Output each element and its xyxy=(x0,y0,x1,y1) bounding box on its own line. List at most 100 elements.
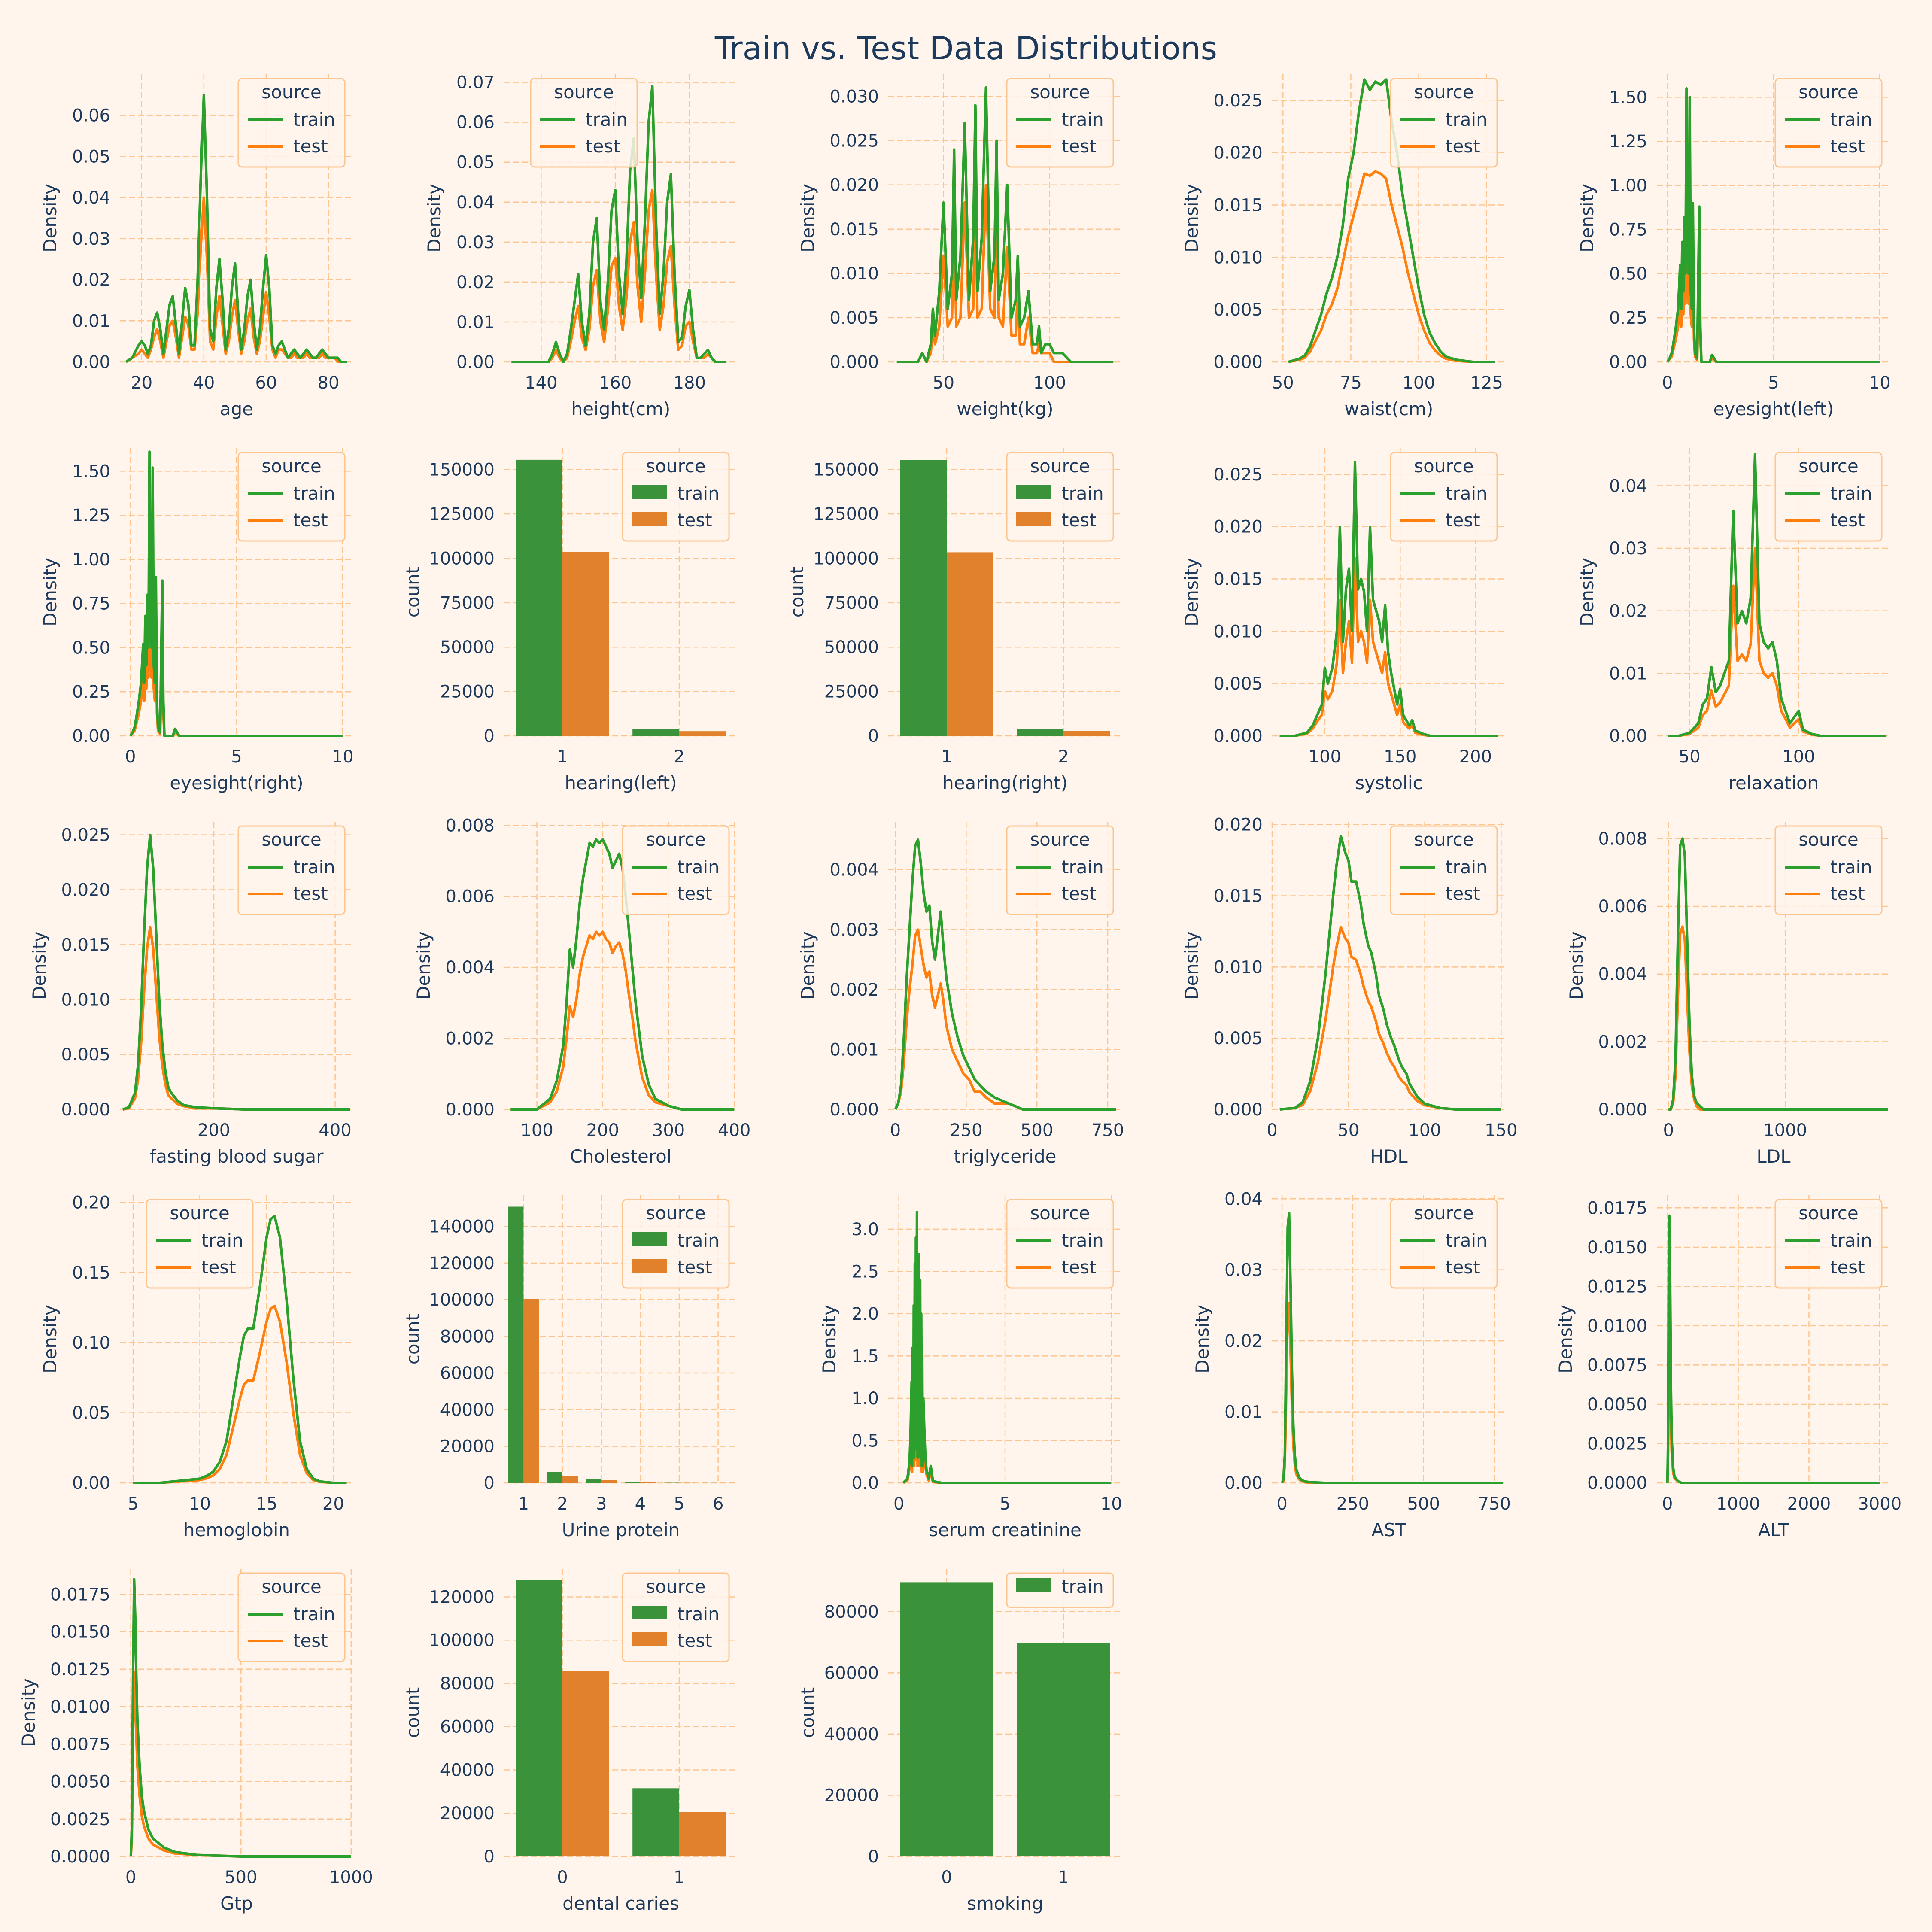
legend-label-train: train xyxy=(1446,857,1488,878)
bar-train xyxy=(1017,1643,1110,1856)
legend-title: source xyxy=(261,456,321,477)
x-tick-label: 0 xyxy=(1662,373,1673,393)
x-tick-label: 3 xyxy=(596,1494,607,1514)
legend-label-train: train xyxy=(293,109,335,130)
x-tick-label: 10 xyxy=(1869,373,1891,393)
legend: source train test xyxy=(146,1199,254,1289)
y-tick-label: 0.008 xyxy=(445,816,495,835)
legend-title: source xyxy=(1798,829,1858,850)
bar-train xyxy=(516,459,562,736)
x-tick-label: 0 xyxy=(941,1868,952,1887)
legend-swatch-test xyxy=(632,1632,667,1646)
x-tick-label: 80 xyxy=(318,373,340,393)
legend-label-test: test xyxy=(1446,136,1480,157)
x-tick-label: 0 xyxy=(125,747,136,767)
y-tick-label: 150000 xyxy=(429,460,495,480)
legend-box xyxy=(1390,825,1498,915)
y-tick-label: 0.015 xyxy=(1213,196,1263,216)
legend-title: source xyxy=(261,1576,321,1597)
legend-title: source xyxy=(261,82,321,103)
legend-title: source xyxy=(1798,456,1858,477)
y-tick-label: 80000 xyxy=(440,1674,495,1694)
x-tick-label: 180 xyxy=(673,373,706,393)
legend-swatch-train xyxy=(632,1232,667,1246)
legend-label-test: test xyxy=(1446,1257,1480,1278)
y-tick-label: 0.000 xyxy=(1213,726,1263,746)
series-line-train xyxy=(125,93,347,363)
y-tick-label: 0.030 xyxy=(829,87,879,107)
legend-label-test: test xyxy=(586,136,620,157)
x-tick-label: 10 xyxy=(189,1494,211,1514)
y-tick-label: 0.010 xyxy=(829,264,879,284)
x-tick-label: 0 xyxy=(557,1868,568,1887)
legend-label-test: test xyxy=(1062,136,1097,157)
legend-label-test: test xyxy=(1062,1257,1097,1278)
y-tick-label: 60000 xyxy=(440,1364,495,1383)
x-tick-label: 2 xyxy=(1058,747,1069,767)
subplot-10: fasting blood sugar 0.000 0.005 0.010 0.015 0… xyxy=(29,822,353,1167)
y-tick-label: 80000 xyxy=(440,1327,495,1347)
x-tick-label: 500 xyxy=(1407,1494,1440,1514)
x-tick-label: 500 xyxy=(225,1868,257,1887)
y-tick-label: 1.25 xyxy=(72,506,110,526)
bar-test xyxy=(601,1480,617,1483)
series-line-train xyxy=(1279,835,1501,1111)
legend-box xyxy=(1006,1199,1114,1289)
x-tick-label: 100 xyxy=(1309,747,1341,767)
y-tick-label: 1.00 xyxy=(72,550,110,570)
y-tick-label: 0.015 xyxy=(61,935,110,955)
y-axis-label: Density xyxy=(1566,931,1587,1000)
x-tick-label: 0 xyxy=(893,1494,904,1514)
series-line-train xyxy=(1288,78,1495,363)
y-axis-label: Density xyxy=(1555,1305,1576,1373)
y-tick-label: 3.0 xyxy=(851,1220,879,1239)
y-axis-label: Density xyxy=(1577,184,1598,252)
legend: source train test xyxy=(1390,452,1498,542)
y-tick-label: 100000 xyxy=(429,1631,495,1650)
legend-label-train: train xyxy=(677,483,720,504)
legend-label-test: test xyxy=(293,136,328,157)
y-axis-label: count xyxy=(402,1314,423,1365)
x-tick-label: 3000 xyxy=(1858,1494,1902,1514)
x-tick-label: 100 xyxy=(1782,747,1815,767)
legend-title: source xyxy=(1798,82,1858,103)
subplot-1: height(cm) 0.00 0.01 0.02 0.03 0.04 0.05 0.06 0.… xyxy=(424,73,738,419)
series-line-train xyxy=(510,838,735,1111)
x-axis-label: triglyceride xyxy=(954,1146,1057,1167)
legend-swatch-train xyxy=(1016,485,1051,499)
y-tick-label: 1.25 xyxy=(1609,132,1647,152)
x-tick-label: 40 xyxy=(193,373,215,393)
x-tick-label: 150 xyxy=(1384,747,1416,767)
y-tick-label: 0.005 xyxy=(1213,674,1263,694)
x-tick-label: 100 xyxy=(1408,1121,1441,1140)
y-tick-label: 0.0 xyxy=(851,1473,879,1493)
y-axis-label: Density xyxy=(819,1305,840,1373)
x-axis-label: fasting blood sugar xyxy=(149,1146,324,1167)
y-tick-label: 0.001 xyxy=(829,1040,879,1060)
legend-label-test: test xyxy=(1830,1257,1865,1278)
legend-label-train: train xyxy=(293,1604,335,1625)
x-axis-label: waist(cm) xyxy=(1345,398,1434,419)
x-tick-label: 100 xyxy=(520,1121,553,1140)
y-tick-label: 0 xyxy=(484,1847,495,1867)
legend-box xyxy=(1390,452,1498,542)
x-tick-label: 5 xyxy=(674,1494,684,1514)
x-tick-label: 20 xyxy=(322,1494,344,1514)
legend: source train test xyxy=(1390,78,1498,168)
y-tick-label: 0.0150 xyxy=(50,1622,110,1642)
bar-test xyxy=(947,552,993,736)
x-axis-label: smoking xyxy=(967,1893,1043,1914)
y-tick-label: 0 xyxy=(868,726,879,746)
x-tick-label: 1 xyxy=(518,1494,529,1514)
y-tick-label: 0.01 xyxy=(72,311,110,331)
x-tick-label: 100 xyxy=(1402,373,1435,393)
legend-label-test: test xyxy=(1446,510,1480,531)
y-tick-label: 0.05 xyxy=(72,147,110,167)
y-tick-label: 0.0175 xyxy=(1587,1198,1647,1218)
x-tick-label: 0 xyxy=(890,1121,901,1140)
x-tick-label: 4 xyxy=(635,1494,646,1514)
x-tick-label: 1000 xyxy=(1716,1494,1760,1514)
y-tick-label: 0.75 xyxy=(72,594,110,614)
x-tick-label: 0 xyxy=(1267,1121,1277,1140)
x-tick-label: 5 xyxy=(128,1494,138,1514)
